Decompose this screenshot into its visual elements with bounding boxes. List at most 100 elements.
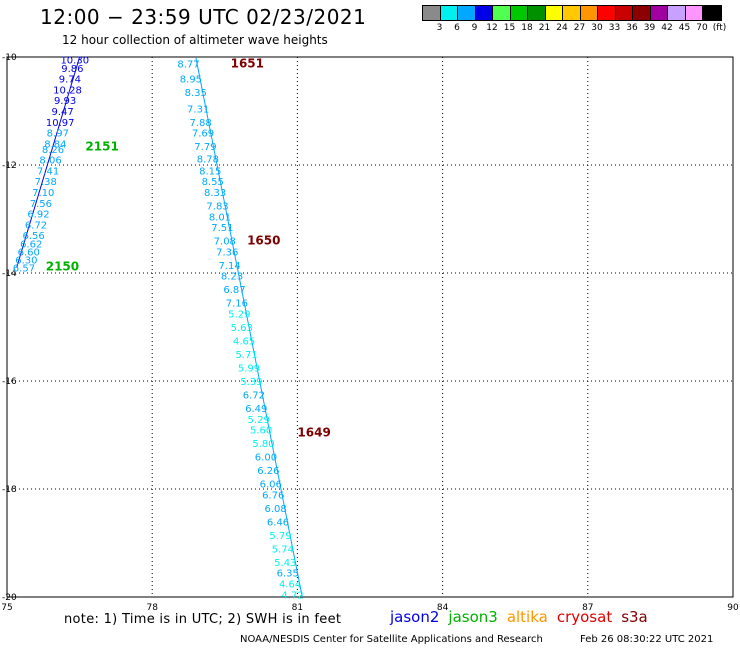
wave-height-label: 7.31 <box>187 104 209 115</box>
wave-height-label: 10.97 <box>46 118 75 129</box>
color-swatch <box>440 6 458 20</box>
wave-height-label: 5.29 <box>228 310 250 321</box>
satellite-legend: jason2 jason3 altika cryosat s3a <box>390 608 657 626</box>
wave-height-label: 8.55 <box>202 177 224 188</box>
y-tick-label: -14 <box>2 269 17 279</box>
wave-height-label: 5.63 <box>231 323 253 334</box>
wave-height-label: 8.33 <box>204 188 226 199</box>
wave-height-label: 6.49 <box>245 404 267 415</box>
wave-height-label: 7.14 <box>219 261 241 272</box>
y-tick-label: -16 <box>2 377 17 387</box>
color-scale-labels: 3 6 9 12 15 18 21 24 27 30 33 36 39 42 45 70 (ft) <box>422 21 727 33</box>
legend-item-s3a: s3a <box>621 608 648 626</box>
wave-height-label: 8.23 <box>221 272 243 283</box>
wave-height-label: 5.99 <box>238 364 260 375</box>
color-scale-legend: 3 6 9 12 15 18 21 24 27 30 33 36 39 42 45 70 (ft) <box>422 5 727 33</box>
wave-height-label: 10.28 <box>53 85 82 96</box>
legend-item-cryosat: cryosat <box>556 608 613 626</box>
wave-height-label: 9.74 <box>59 75 81 86</box>
pass-time-label: 1651 <box>231 56 264 70</box>
color-scale-unit: (ft) <box>712 23 727 33</box>
wave-height-label: 7.16 <box>226 299 248 310</box>
credit-line: NOAA/NESDIS Center for Satellite Applica… <box>240 634 543 645</box>
wave-height-label: 8.01 <box>209 212 231 223</box>
color-scale-tick-label: 33 <box>608 23 621 33</box>
wave-height-label: 8.15 <box>199 166 221 177</box>
color-swatch <box>458 6 476 20</box>
color-scale-tick-label: 6 <box>454 23 460 33</box>
wave-height-label: 6.57 <box>13 264 35 275</box>
legend-item-jason3: jason3 <box>448 608 498 626</box>
wave-height-label: 7.38 <box>35 177 57 188</box>
wave-height-label: 6.62 <box>20 239 42 250</box>
color-scale-tick-label: 15 <box>503 23 516 33</box>
pass-time-label: 2150 <box>46 260 79 274</box>
color-swatch <box>580 6 598 20</box>
wave-height-label: 5.71 <box>235 350 257 361</box>
y-tick-label: -12 <box>2 161 17 171</box>
y-tick-label: -20 <box>2 593 17 603</box>
wave-height-label: 6.08 <box>264 504 286 515</box>
wave-height-label: 6.72 <box>25 220 47 231</box>
color-scale-tick-label: 24 <box>556 23 568 33</box>
color-swatch <box>633 6 651 20</box>
color-scale-tick-label: 27 <box>573 23 586 33</box>
satellite-track-line <box>195 56 303 598</box>
color-swatch <box>510 6 528 20</box>
wave-height-label: 7.08 <box>214 237 236 248</box>
wave-height-label: 7.41 <box>37 166 59 177</box>
wave-height-label: 8.97 <box>47 129 69 140</box>
wave-height-label: 6.72 <box>243 391 265 402</box>
chart-title: 12:00 − 23:59 UTC 02/23/2021 <box>40 5 367 29</box>
color-swatch <box>615 6 633 20</box>
color-scale-tick-label: 42 <box>661 23 673 33</box>
wave-height-label: 4.64 <box>279 580 301 591</box>
wave-height-label: 5.79 <box>269 531 291 542</box>
wave-height-label: 6.00 <box>255 453 277 464</box>
color-scale-tick-label: 9 <box>471 23 478 33</box>
wave-height-label: 8.84 <box>44 139 66 150</box>
wave-height-label: 6.92 <box>27 210 49 221</box>
wave-height-label: 6.60 <box>18 247 40 258</box>
wave-height-label: 7.88 <box>189 118 211 129</box>
satellite-track-line <box>16 56 81 268</box>
wave-height-label: 8.77 <box>177 59 199 70</box>
wave-height-label: 7.69 <box>192 129 214 140</box>
color-scale-swatches <box>422 5 722 21</box>
color-swatch <box>475 6 493 20</box>
wave-height-label: 6.30 <box>15 256 37 267</box>
footnote: note: 1) Time is in UTC; 2) SWH is in fe… <box>64 612 342 627</box>
wave-height-label: 9.47 <box>52 107 74 118</box>
wave-height-label: 7.36 <box>216 247 238 258</box>
wave-height-label: 6.76 <box>262 490 284 501</box>
x-tick-label: 84 <box>437 603 449 613</box>
color-scale-tick-label: 18 <box>521 23 533 33</box>
legend-item-altika: altika <box>506 608 548 626</box>
color-swatch <box>668 6 686 20</box>
color-scale-tick-label: 3 <box>436 23 443 33</box>
x-tick-label: 90 <box>727 603 739 613</box>
color-swatch <box>563 6 581 20</box>
wave-height-label: 4.65 <box>233 337 255 348</box>
wave-height-label: 7.51 <box>211 223 233 234</box>
color-scale-tick-label: 21 <box>538 23 551 33</box>
wave-height-label: 4.72 <box>281 590 303 601</box>
color-scale-tick-label: 39 <box>643 23 656 33</box>
color-swatch <box>685 6 703 20</box>
wave-height-label: 6.35 <box>277 569 299 580</box>
color-swatch <box>423 6 441 20</box>
wave-height-label: 5.80 <box>252 439 274 450</box>
wave-height-label: 5.60 <box>250 426 272 437</box>
wave-height-label: 6.06 <box>260 480 282 491</box>
x-tick-label: 78 <box>146 603 158 613</box>
wave-height-label: 8.95 <box>180 75 202 86</box>
x-tick-label: 75 <box>1 603 12 613</box>
wave-height-label: 7.83 <box>206 202 228 213</box>
color-swatch <box>650 6 668 20</box>
color-scale-tick-label: 30 <box>591 23 603 33</box>
wave-height-label: 5.74 <box>272 544 294 555</box>
wave-height-label: 7.56 <box>30 199 52 210</box>
x-tick-label: 87 <box>582 603 593 613</box>
wave-height-label: 6.26 <box>257 466 279 477</box>
legend-item-jason2: jason2 <box>390 608 440 626</box>
